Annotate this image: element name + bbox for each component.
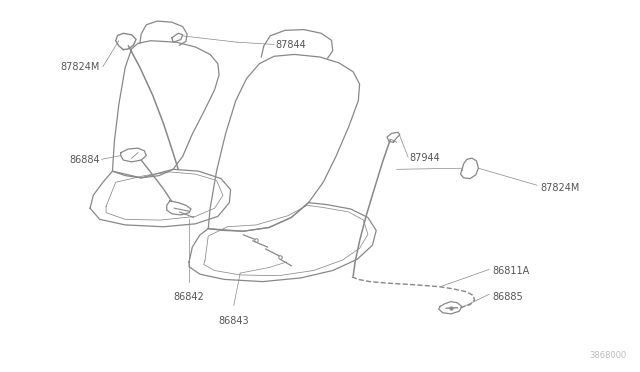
Text: 87824M: 87824M [540,183,580,193]
Text: 86885: 86885 [492,292,523,302]
Text: 86843: 86843 [218,317,249,327]
Text: 86842: 86842 [173,292,204,302]
Text: 87844: 87844 [275,40,306,50]
Text: 87944: 87944 [410,153,440,163]
Text: 3868000: 3868000 [589,351,627,360]
Text: 86884: 86884 [69,155,100,165]
Text: 87824M: 87824M [60,62,100,73]
Text: 86811A: 86811A [492,266,530,276]
